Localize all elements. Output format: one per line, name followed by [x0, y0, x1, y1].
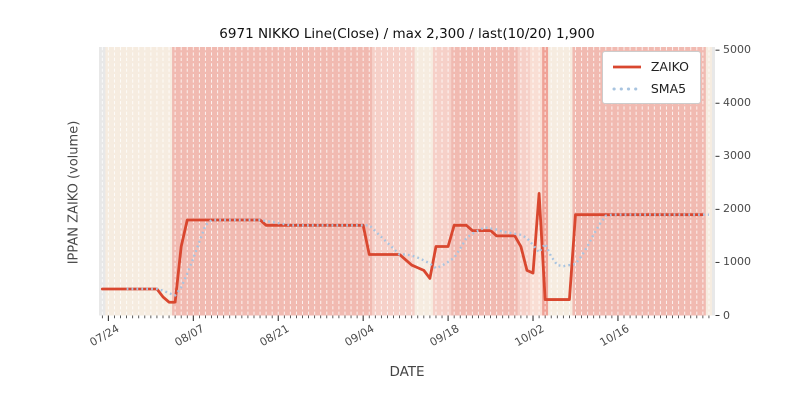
y-tick-label: 2000 [723, 202, 751, 216]
legend-line-sample-sma5 [612, 87, 642, 90]
background-band [705, 47, 712, 316]
sma5-line [126, 213, 709, 297]
background-band [542, 47, 549, 316]
background-band [414, 47, 433, 316]
y-tick-label: 3000 [723, 149, 751, 163]
legend-label-sma5: SMA5 [650, 81, 687, 96]
y-axis-label: IPPAN ZAIKO (volume) [66, 120, 82, 265]
x-tick-label: 10/16 [597, 322, 632, 350]
x-tick-label: 09/18 [427, 322, 462, 350]
y-tick-label: 0 [723, 308, 730, 322]
background-band [432, 47, 452, 316]
background-band [548, 47, 573, 316]
y-tick-label: 5000 [723, 43, 751, 57]
plot-area: ZAIKO SMA5 [99, 47, 720, 321]
y-tick-label: 4000 [723, 96, 751, 110]
legend-item-sma5: SMA5 [612, 79, 689, 98]
x-tick-label: 10/02 [512, 322, 547, 350]
legend: ZAIKO SMA5 [601, 51, 701, 104]
legend-label-zaiko: ZAIKO [650, 59, 689, 74]
x-tick-label: 09/04 [342, 322, 377, 350]
x-ticks-layer [101, 315, 710, 321]
x-tick-label: 08/21 [257, 322, 292, 350]
y-tick-label: 1000 [723, 255, 751, 269]
background-band [517, 47, 530, 316]
x-tick-label: 07/24 [87, 322, 122, 350]
x-tick-label: 08/07 [172, 322, 207, 350]
chart-title: 6971 NIKKO Line(Close) / max 2,300 / las… [219, 26, 595, 42]
background-band [529, 47, 543, 316]
x-axis-label: DATE [389, 364, 425, 380]
y-ticks-layer [715, 49, 720, 316]
legend-line-sample-zaiko [612, 65, 641, 68]
gridlines-layer [101, 47, 710, 316]
zaiko-line [100, 192, 705, 304]
legend-item-zaiko: ZAIKO [612, 57, 689, 76]
